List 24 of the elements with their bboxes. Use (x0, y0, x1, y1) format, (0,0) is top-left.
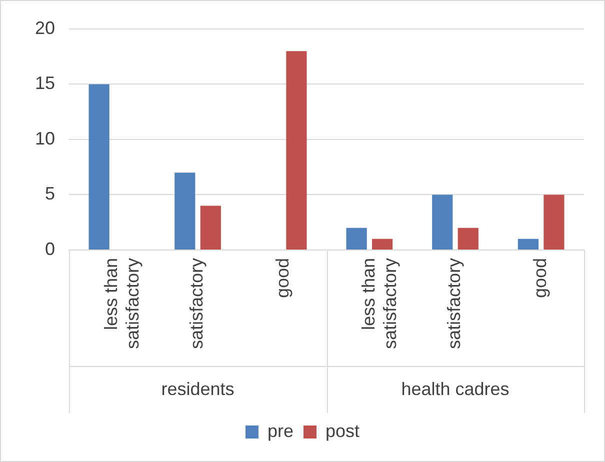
y-tick-label: 10 (34, 128, 56, 148)
x-tick-label: less than satisfactory (100, 258, 143, 350)
x-tick-label: good (530, 258, 550, 298)
bar (458, 228, 478, 250)
bar (432, 194, 453, 250)
x-tick-label: good (272, 258, 293, 298)
y-tick-label: 5 (45, 184, 56, 204)
x-tick-label: satisfactory (186, 258, 207, 350)
bar (200, 206, 221, 250)
bar (544, 194, 564, 250)
bar (518, 238, 539, 250)
bar (88, 84, 110, 250)
y-tick-label: 15 (34, 73, 56, 94)
text: health cadres (401, 378, 510, 399)
y-tick-label: 0 (45, 238, 56, 259)
bar (286, 51, 307, 250)
bar (372, 238, 393, 250)
bar (346, 228, 367, 250)
x-tick-label: satisfactory (444, 258, 464, 350)
y-tick-label: 20 (34, 18, 56, 38)
legend-label: post (325, 420, 360, 441)
bar (174, 172, 196, 250)
text: residents (161, 378, 234, 399)
legend-label: pre (267, 420, 294, 441)
